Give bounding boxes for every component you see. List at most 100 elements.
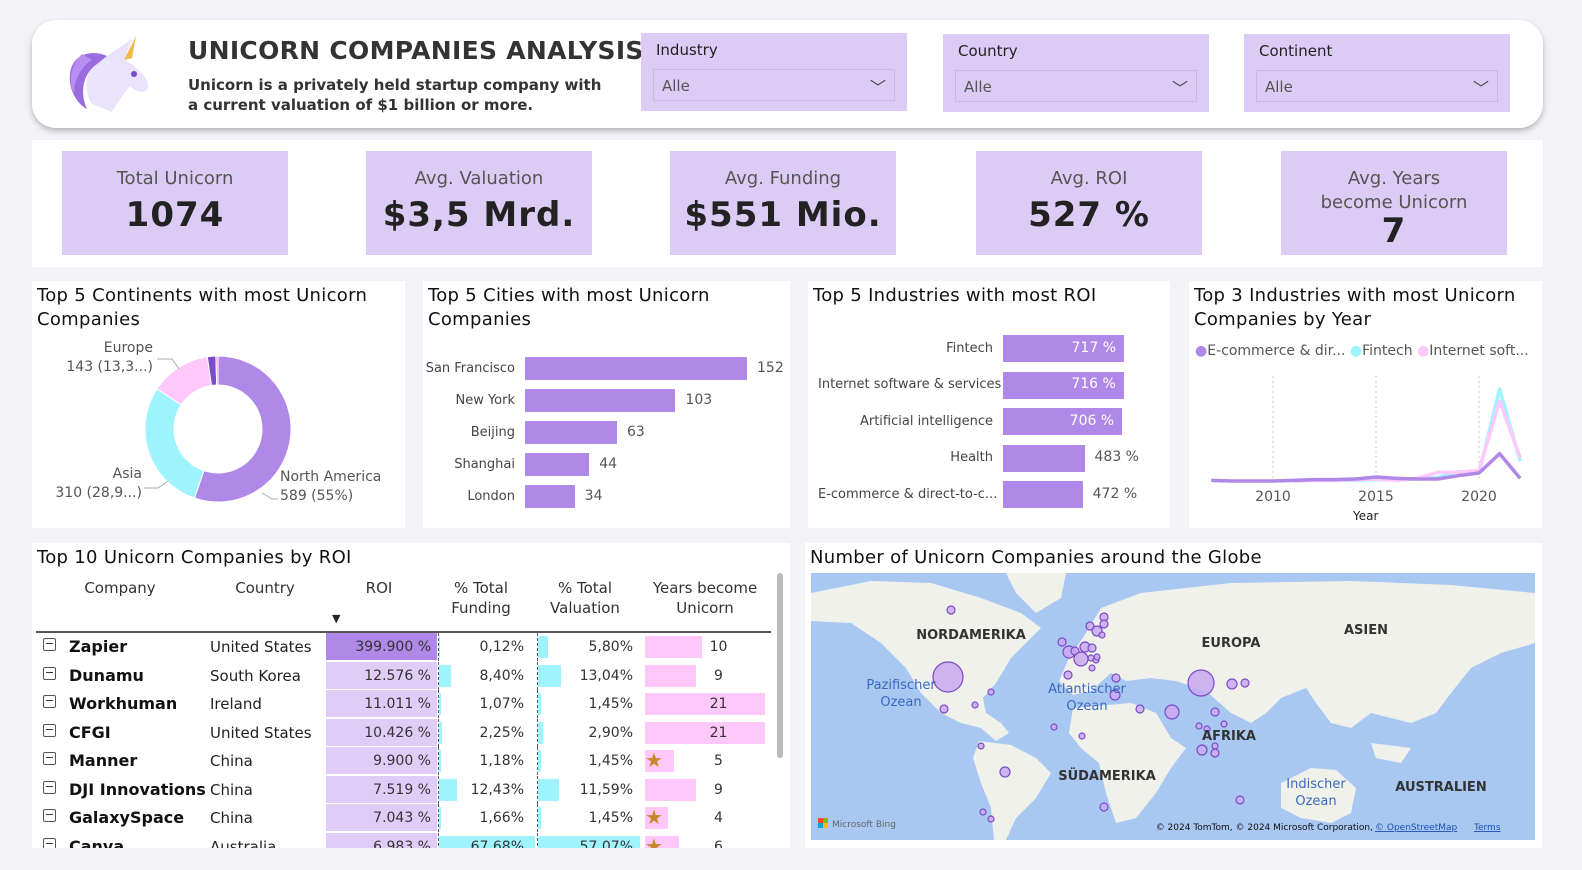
- bar[interactable]: [1003, 371, 1124, 399]
- data-label: 103: [685, 391, 713, 408]
- location-bubble[interactable]: [1050, 723, 1058, 731]
- col-years[interactable]: Years become Unicorn: [652, 579, 758, 617]
- location-bubble[interactable]: [1226, 678, 1238, 690]
- country-value: Alle: [964, 78, 992, 96]
- table-row[interactable]: − Manner China 9.900 % 1,18% 1,45% ★ 5: [36, 747, 771, 775]
- expand-collapse-icon[interactable]: −: [43, 837, 56, 848]
- bar[interactable]: [1003, 481, 1083, 508]
- location-bubble[interactable]: [1098, 631, 1106, 639]
- osm-link[interactable]: © OpenStreetMap: [1375, 823, 1458, 833]
- continent-dropdown[interactable]: Alle ﹀: [1256, 70, 1498, 102]
- location-bubble[interactable]: [1099, 802, 1109, 812]
- funding-axis: [438, 775, 439, 804]
- table-title: Top 10 Unicorn Companies by ROI: [37, 547, 352, 568]
- bar[interactable]: [525, 453, 590, 476]
- expand-collapse-icon[interactable]: −: [43, 808, 56, 822]
- location-bubble[interactable]: [1135, 704, 1145, 714]
- bar[interactable]: [525, 357, 747, 380]
- terms-link[interactable]: Terms: [1473, 823, 1501, 833]
- location-bubble[interactable]: [1220, 720, 1228, 728]
- table-row[interactable]: − CFGI United States 10.426 % 2,25% 2,90% 21: [36, 718, 771, 747]
- location-bubble[interactable]: [1057, 637, 1067, 647]
- expand-collapse-icon[interactable]: −: [43, 665, 56, 680]
- funding-bar: [439, 750, 441, 772]
- location-bubble[interactable]: [1085, 621, 1095, 631]
- location-bubble[interactable]: [1088, 664, 1096, 672]
- col-country[interactable]: Country: [235, 579, 295, 597]
- col-company[interactable]: Company: [84, 579, 156, 597]
- expand-collapse-icon[interactable]: −: [43, 779, 56, 794]
- data-label: 717 %: [1071, 339, 1116, 356]
- location-bubble[interactable]: [1195, 722, 1203, 730]
- table-row[interactable]: − DJI Innovations China 7.519 % 12,43% 11,59%…: [36, 775, 771, 804]
- location-bubble[interactable]: [932, 661, 964, 693]
- location-bubble[interactable]: [1211, 742, 1219, 750]
- legend-item[interactable]: E-commerce & dir...: [1207, 343, 1346, 359]
- table-row[interactable]: − Zapier United States 399.900 % 0,12% 5,80% 1…: [36, 633, 771, 661]
- location-bubble[interactable]: [987, 815, 995, 823]
- location-bubble[interactable]: [1187, 669, 1215, 697]
- location-bubble[interactable]: [1164, 704, 1180, 720]
- location-bubble[interactable]: [1109, 689, 1121, 701]
- roi-cell: 6.983 %: [373, 838, 431, 849]
- valuation-cell: 11,59%: [579, 781, 633, 798]
- label-europe: EUROPA: [1202, 636, 1261, 651]
- location-bubble[interactable]: [1210, 707, 1220, 717]
- bar[interactable]: [1003, 335, 1124, 362]
- location-bubble[interactable]: [999, 766, 1011, 778]
- donut-slice[interactable]: [144, 388, 205, 499]
- location-bubble[interactable]: [939, 704, 949, 714]
- bar[interactable]: [525, 421, 617, 444]
- table-row[interactable]: − Workhuman Ireland 11.011 % 1,07% 1,45% 21: [36, 690, 771, 718]
- col-roi[interactable]: ROI: [365, 579, 393, 597]
- industry-dropdown[interactable]: Alle ﹀: [653, 69, 895, 101]
- series-line[interactable]: [1211, 451, 1522, 483]
- bar[interactable]: [525, 485, 575, 508]
- location-bubble[interactable]: [1196, 744, 1208, 756]
- location-bubble[interactable]: [1073, 651, 1089, 667]
- legend-item[interactable]: Fintech: [1362, 343, 1413, 359]
- table-row[interactable]: − Dunamu South Korea 12.576 % 8,40% 13,04% 9: [36, 661, 771, 690]
- label-north-america: NORDAMERIKA: [916, 628, 1026, 643]
- table-row[interactable]: − Canva Australia 6.983 % 67,68% 57,07% ★ 6: [36, 832, 771, 849]
- expand-collapse-icon[interactable]: −: [43, 694, 56, 708]
- location-bubble[interactable]: [1099, 619, 1109, 629]
- location-bubble[interactable]: [946, 605, 956, 615]
- donut-slice[interactable]: [193, 355, 292, 503]
- location-bubble[interactable]: [979, 808, 987, 816]
- bar[interactable]: [1003, 408, 1123, 435]
- table-scrollbar[interactable]: [777, 573, 783, 758]
- location-bubble[interactable]: [1111, 673, 1121, 683]
- header-divider: [36, 631, 771, 633]
- expand-collapse-icon[interactable]: −: [43, 751, 56, 765]
- expand-collapse-icon[interactable]: −: [43, 722, 56, 737]
- location-bubble[interactable]: [1235, 795, 1245, 805]
- years-cell: 21: [709, 724, 728, 741]
- kpi-label: Avg. ROI: [1050, 168, 1128, 189]
- location-bubble[interactable]: [1203, 725, 1211, 733]
- country-dropdown[interactable]: Alle ﹀: [955, 70, 1197, 102]
- location-bubble[interactable]: [1078, 732, 1086, 740]
- series-line[interactable]: [1293, 399, 1522, 483]
- world-map[interactable]: NORDAMERIKA EUROPA ASIEN AFRIKA SÜDAMERI…: [811, 573, 1535, 840]
- location-bubble[interactable]: [1240, 678, 1250, 688]
- location-bubble[interactable]: [987, 688, 995, 696]
- location-bubble[interactable]: [1087, 643, 1097, 653]
- funding-axis: [438, 804, 439, 832]
- donut-slice[interactable]: [215, 355, 219, 386]
- location-bubble[interactable]: [971, 701, 979, 709]
- expand-collapse-icon[interactable]: −: [43, 637, 56, 651]
- location-bubble[interactable]: [1093, 653, 1101, 661]
- col-valuation[interactable]: % Total Valuation: [550, 579, 620, 617]
- funding-cell: 2,25%: [479, 724, 524, 741]
- col-funding[interactable]: % Total Funding: [451, 579, 511, 617]
- bar[interactable]: [1003, 444, 1085, 472]
- label-indian-text: Indischer: [1286, 777, 1346, 792]
- location-bubble[interactable]: [977, 742, 985, 750]
- legend-item[interactable]: Internet soft...: [1429, 343, 1529, 359]
- location-bubble[interactable]: [1210, 748, 1220, 758]
- location-bubble[interactable]: [1063, 670, 1073, 680]
- table-row[interactable]: − GalaxySpace China 7.043 % 1,66% 1,45% ★ 4: [36, 804, 771, 832]
- bar[interactable]: [525, 389, 676, 412]
- valuation-axis: [537, 690, 538, 718]
